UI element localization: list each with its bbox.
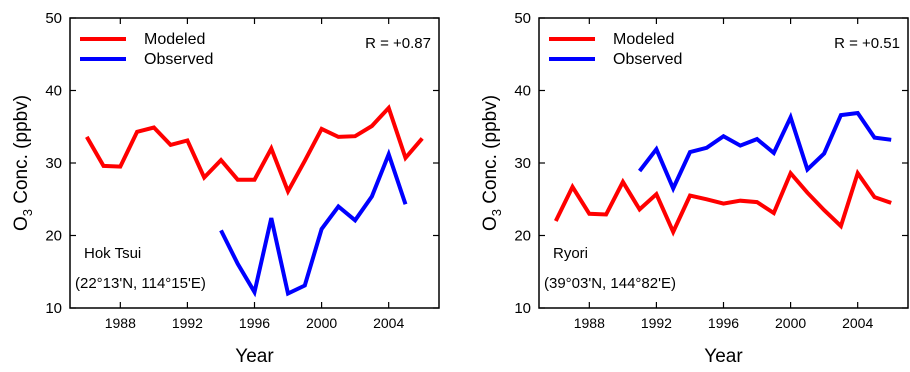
series-line-modeled: [85, 104, 424, 197]
site-name-label: Hok Tsui: [84, 245, 141, 262]
x-tick-label: 1992: [172, 315, 203, 331]
x-tick-label: 2000: [775, 315, 806, 331]
site-name-label: Ryori: [553, 245, 588, 262]
x-axis-title: Year: [235, 346, 274, 367]
y-tick-label: 50: [514, 10, 531, 27]
x-tick-label: 2004: [842, 315, 873, 331]
legend-label-modeled: Modeled: [613, 31, 674, 48]
x-tick-label: 1988: [574, 315, 605, 331]
correlation-label: R = +0.51: [834, 35, 900, 52]
legend-label-observed: Observed: [613, 51, 682, 68]
site-coords-label: (22°13'N, 114°15'E): [75, 275, 206, 292]
y-tick-label: 30: [45, 155, 62, 172]
y-axis-title-rest: Conc. (ppbv): [480, 95, 501, 209]
series-line-modeled: [554, 168, 892, 237]
y-tick-label: 50: [45, 10, 62, 27]
plot-frame: [538, 17, 909, 309]
x-tick-label: 1996: [239, 315, 270, 331]
x-tick-label: 2004: [373, 315, 404, 331]
x-tick-label: 1988: [105, 315, 136, 331]
panel-hok-tsui: 1988 1992 1996 2000 2004 10 20 30 40 50 Year O3 Con…: [11, 10, 440, 367]
y-axis-title: O3 Conc. (ppbv): [480, 95, 504, 231]
y-axis-title-main: O: [11, 216, 32, 231]
legend-label-observed: Observed: [144, 51, 213, 68]
y-tick-label: 40: [45, 83, 62, 100]
panel-ryori: 1988 1992 1996 2000 2004 10 20 30 40 50 Year O3 Con…: [480, 10, 909, 367]
x-axis-title: Year: [704, 346, 743, 367]
y-tick-label: 20: [514, 228, 531, 245]
legend-label-modeled: Modeled: [144, 31, 205, 48]
y-axis-title: O3 Conc. (ppbv): [11, 95, 35, 231]
y-tick-label: 30: [514, 155, 531, 172]
correlation-label: R = +0.87: [365, 35, 431, 52]
y-axis-title-sub: 3: [20, 209, 35, 216]
y-axis-title-rest: Conc. (ppbv): [11, 95, 32, 209]
y-tick-label: 10: [514, 300, 531, 317]
x-tick-label: 1992: [641, 315, 672, 331]
y-tick-label: 20: [45, 228, 62, 245]
y-axis-title-main: O: [480, 216, 501, 231]
y-axis-title-sub: 3: [489, 209, 504, 216]
site-coords-label: (39°03'N, 144°82'E): [544, 275, 676, 292]
y-tick-label: 10: [45, 300, 62, 317]
x-tick-label: 1996: [708, 315, 739, 331]
y-tick-label: 40: [514, 83, 531, 100]
series-line-observed: [638, 110, 892, 194]
x-tick-label: 2000: [306, 315, 337, 331]
series-line-observed: [219, 148, 408, 298]
